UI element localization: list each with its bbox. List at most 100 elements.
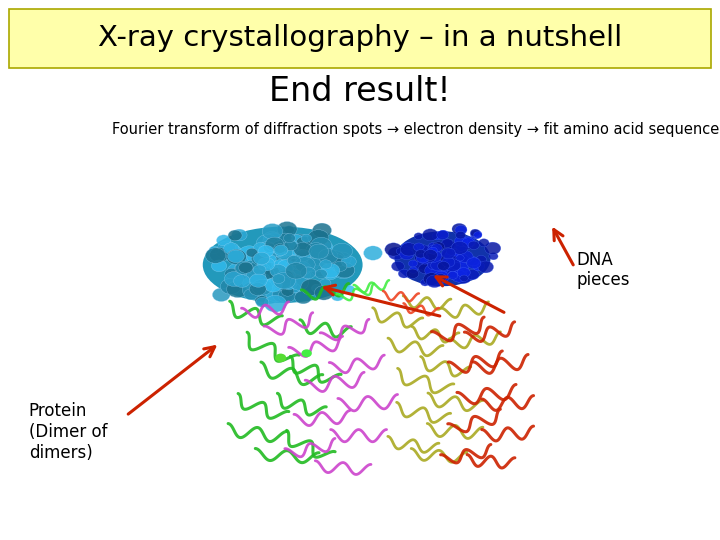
- Circle shape: [462, 241, 473, 249]
- Circle shape: [264, 269, 274, 276]
- Circle shape: [288, 284, 300, 293]
- Circle shape: [472, 261, 485, 271]
- Circle shape: [266, 287, 286, 302]
- Circle shape: [260, 289, 279, 304]
- Circle shape: [278, 289, 296, 302]
- Circle shape: [244, 289, 258, 300]
- Circle shape: [325, 253, 345, 268]
- Circle shape: [467, 258, 481, 269]
- Circle shape: [433, 242, 444, 251]
- Circle shape: [267, 253, 279, 262]
- Circle shape: [272, 274, 285, 284]
- Circle shape: [215, 246, 231, 258]
- Circle shape: [341, 256, 356, 267]
- Circle shape: [265, 237, 284, 251]
- Circle shape: [428, 259, 441, 270]
- Circle shape: [418, 264, 431, 274]
- Circle shape: [291, 267, 310, 282]
- Circle shape: [301, 234, 312, 242]
- FancyBboxPatch shape: [9, 9, 711, 68]
- Circle shape: [451, 241, 468, 254]
- Circle shape: [420, 264, 430, 271]
- Circle shape: [251, 277, 268, 290]
- Circle shape: [413, 243, 424, 251]
- Circle shape: [333, 252, 351, 266]
- Circle shape: [447, 256, 460, 265]
- Circle shape: [416, 253, 429, 263]
- Circle shape: [324, 269, 338, 280]
- Circle shape: [311, 262, 330, 277]
- Circle shape: [458, 254, 469, 263]
- Circle shape: [246, 249, 264, 263]
- Circle shape: [331, 291, 344, 301]
- Circle shape: [421, 254, 432, 262]
- Circle shape: [438, 230, 449, 238]
- Circle shape: [423, 273, 440, 285]
- Circle shape: [212, 260, 227, 272]
- Circle shape: [428, 247, 438, 254]
- Circle shape: [227, 249, 246, 265]
- Circle shape: [312, 284, 322, 292]
- Circle shape: [451, 262, 461, 270]
- Circle shape: [457, 268, 470, 278]
- Circle shape: [289, 235, 305, 246]
- Circle shape: [292, 260, 305, 270]
- Circle shape: [297, 251, 309, 260]
- Circle shape: [274, 283, 288, 294]
- Circle shape: [414, 233, 423, 240]
- Circle shape: [425, 273, 442, 286]
- Text: Protein
(Dimer of
dimers): Protein (Dimer of dimers): [29, 402, 107, 462]
- Circle shape: [271, 259, 287, 270]
- Circle shape: [264, 278, 279, 289]
- Circle shape: [274, 277, 291, 291]
- Circle shape: [295, 257, 315, 272]
- Circle shape: [272, 286, 294, 303]
- Circle shape: [275, 246, 293, 260]
- Circle shape: [258, 245, 274, 257]
- Circle shape: [225, 268, 239, 279]
- Circle shape: [253, 265, 266, 275]
- Circle shape: [323, 256, 335, 266]
- Circle shape: [292, 275, 303, 282]
- Circle shape: [251, 251, 269, 265]
- Circle shape: [273, 260, 287, 271]
- Circle shape: [235, 270, 253, 283]
- Circle shape: [322, 242, 333, 251]
- Text: X-ray crystallography – in a nutshell: X-ray crystallography – in a nutshell: [98, 24, 622, 52]
- Circle shape: [424, 265, 440, 278]
- Circle shape: [315, 269, 328, 279]
- Circle shape: [274, 272, 295, 289]
- Ellipse shape: [395, 231, 490, 286]
- Circle shape: [364, 246, 382, 260]
- Circle shape: [433, 271, 449, 284]
- Circle shape: [255, 242, 274, 258]
- Circle shape: [333, 261, 347, 272]
- Circle shape: [217, 241, 235, 255]
- Circle shape: [264, 232, 281, 245]
- Circle shape: [238, 262, 253, 273]
- Circle shape: [462, 238, 474, 247]
- Circle shape: [266, 272, 279, 282]
- Circle shape: [431, 264, 448, 276]
- Circle shape: [294, 291, 312, 304]
- Circle shape: [438, 261, 449, 271]
- Text: End result!: End result!: [269, 75, 451, 109]
- Circle shape: [257, 252, 271, 262]
- Circle shape: [243, 267, 259, 279]
- Circle shape: [431, 260, 445, 271]
- Circle shape: [239, 256, 251, 266]
- Circle shape: [420, 258, 431, 266]
- Text: Fourier transform of diffraction spots → electron density → fit amino acid seque: Fourier transform of diffraction spots →…: [112, 122, 719, 137]
- Circle shape: [209, 246, 219, 254]
- Circle shape: [279, 233, 292, 243]
- Circle shape: [242, 277, 258, 289]
- Circle shape: [232, 229, 247, 241]
- Circle shape: [451, 270, 467, 282]
- Circle shape: [455, 225, 467, 234]
- Circle shape: [276, 269, 296, 285]
- Circle shape: [205, 248, 225, 264]
- Circle shape: [426, 250, 441, 262]
- Circle shape: [312, 253, 323, 260]
- Circle shape: [320, 279, 331, 288]
- Circle shape: [476, 255, 487, 264]
